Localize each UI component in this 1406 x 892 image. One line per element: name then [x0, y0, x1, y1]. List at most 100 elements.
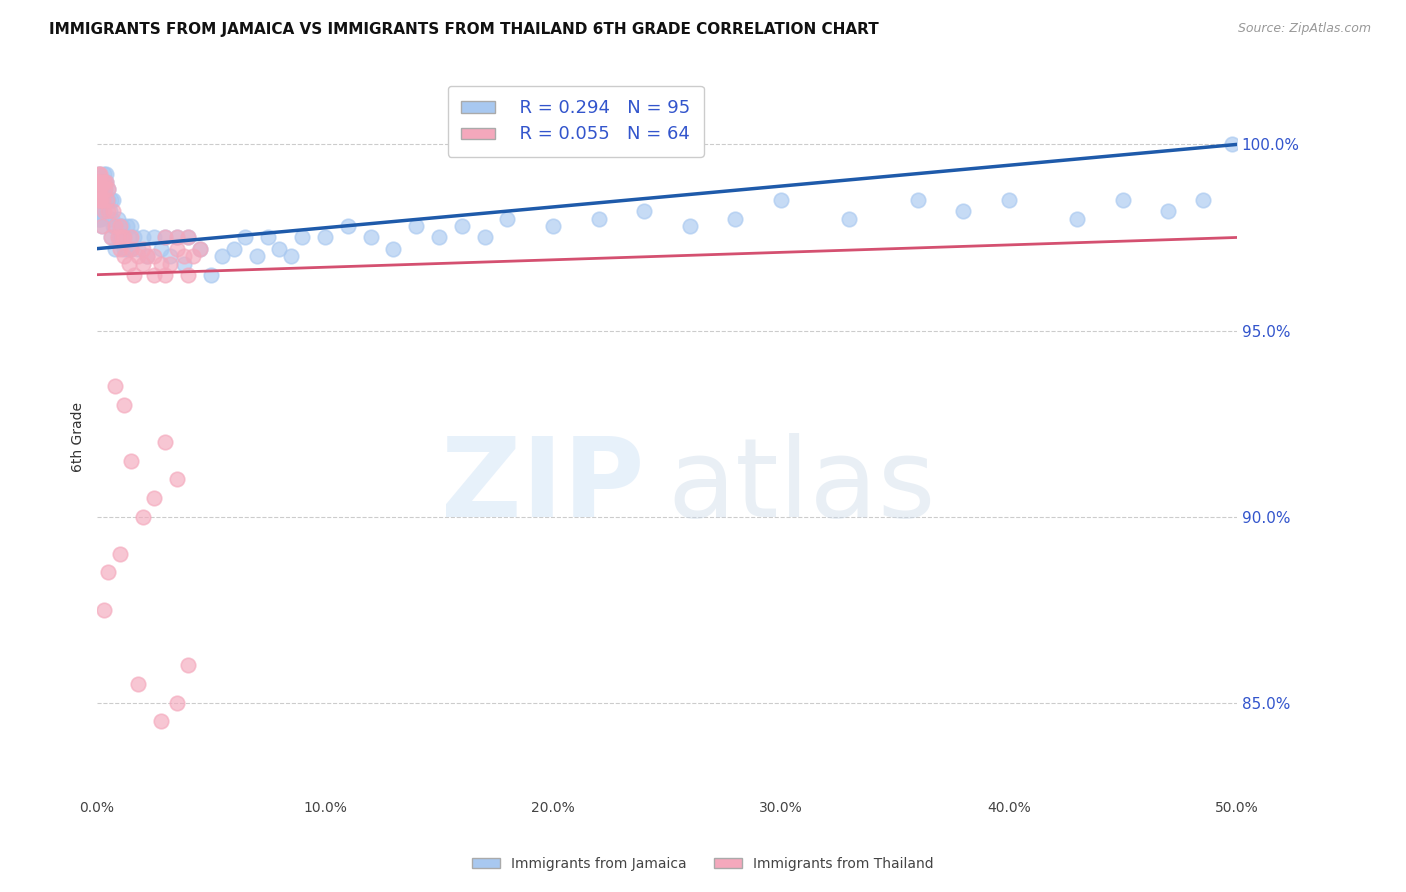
Point	[131, 242, 153, 256]
Point	[93, 175, 115, 189]
Point	[1157, 204, 1180, 219]
Point	[98, 204, 121, 219]
Point	[112, 398, 135, 412]
Point	[94, 175, 117, 189]
Point	[104, 379, 127, 393]
Point	[173, 256, 195, 270]
Point	[131, 509, 153, 524]
Point	[159, 256, 181, 270]
Point	[149, 256, 172, 270]
Point	[90, 175, 112, 189]
Text: atlas: atlas	[666, 434, 935, 541]
Point	[90, 193, 112, 207]
Point	[96, 193, 118, 207]
Point	[94, 182, 117, 196]
Point	[177, 230, 200, 244]
Point	[541, 219, 564, 234]
Point	[87, 211, 110, 226]
Point	[108, 230, 131, 244]
Point	[97, 182, 120, 196]
Point	[115, 219, 138, 234]
Point	[427, 230, 450, 244]
Point	[588, 211, 610, 226]
Point	[97, 566, 120, 580]
Point	[87, 167, 110, 181]
Point	[233, 230, 256, 244]
Point	[166, 242, 188, 256]
Text: ZIP: ZIP	[440, 434, 644, 541]
Point	[269, 242, 291, 256]
Point	[131, 230, 153, 244]
Point	[166, 472, 188, 486]
Point	[155, 230, 177, 244]
Point	[405, 219, 427, 234]
Point	[314, 230, 336, 244]
Point	[118, 230, 141, 244]
Point	[97, 193, 120, 207]
Legend:   R = 0.294   N = 95,   R = 0.055   N = 64: R = 0.294 N = 95, R = 0.055 N = 64	[449, 86, 703, 157]
Point	[155, 230, 177, 244]
Point	[188, 242, 211, 256]
Point	[155, 268, 177, 282]
Point	[90, 219, 112, 234]
Point	[155, 435, 177, 450]
Point	[200, 268, 222, 282]
Point	[838, 211, 860, 226]
Point	[89, 175, 111, 189]
Point	[87, 193, 110, 207]
Point	[496, 211, 519, 226]
Point	[177, 658, 200, 673]
Point	[104, 219, 127, 234]
Point	[104, 242, 127, 256]
Point	[101, 204, 124, 219]
Point	[450, 219, 472, 234]
Point	[222, 242, 245, 256]
Point	[382, 242, 405, 256]
Point	[107, 230, 129, 244]
Point	[90, 219, 112, 234]
Point	[108, 242, 131, 256]
Point	[173, 249, 195, 263]
Point	[136, 249, 159, 263]
Point	[89, 193, 111, 207]
Point	[136, 249, 159, 263]
Point	[1112, 193, 1135, 207]
Point	[177, 230, 200, 244]
Point	[131, 256, 153, 270]
Point	[127, 677, 149, 691]
Point	[166, 230, 188, 244]
Point	[724, 211, 747, 226]
Point	[91, 193, 114, 207]
Point	[177, 268, 200, 282]
Point	[122, 230, 145, 244]
Point	[143, 249, 166, 263]
Point	[108, 547, 131, 561]
Point	[90, 211, 112, 226]
Point	[112, 230, 135, 244]
Point	[104, 219, 127, 234]
Point	[112, 230, 135, 244]
Point	[633, 204, 655, 219]
Point	[93, 193, 115, 207]
Point	[111, 230, 134, 244]
Point	[120, 242, 142, 256]
Point	[112, 242, 135, 256]
Point	[679, 219, 702, 234]
Point	[87, 204, 110, 219]
Point	[89, 167, 111, 181]
Point	[246, 249, 269, 263]
Point	[94, 182, 117, 196]
Point	[89, 204, 111, 219]
Point	[474, 230, 496, 244]
Point	[87, 193, 110, 207]
Point	[115, 242, 138, 256]
Point	[149, 714, 172, 729]
Point	[1220, 137, 1243, 152]
Point	[108, 219, 131, 234]
Point	[89, 182, 111, 196]
Point	[336, 219, 359, 234]
Point	[166, 696, 188, 710]
Point	[159, 249, 181, 263]
Point	[1066, 211, 1088, 226]
Point	[89, 175, 111, 189]
